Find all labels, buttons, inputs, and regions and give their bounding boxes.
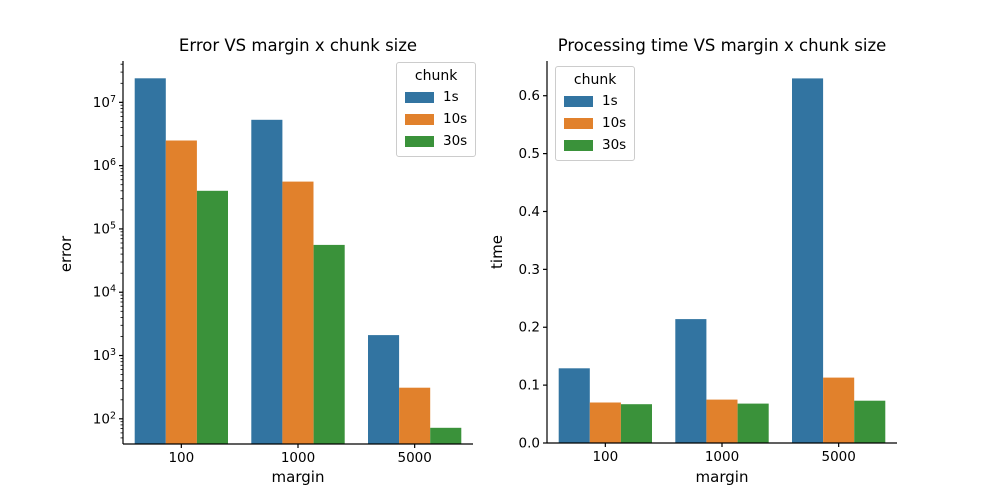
chart-title-time: Processing time VS margin x chunk size xyxy=(557,36,887,55)
bar-30s-margin-5000 xyxy=(854,400,886,443)
bar-10s-margin-5000 xyxy=(823,377,855,443)
legend-swatch-1s xyxy=(405,91,434,103)
legend-swatch-10s xyxy=(564,117,593,129)
legend-title: chunk xyxy=(573,72,617,88)
y-tick-label: 103 xyxy=(93,347,116,364)
bar-1s-margin-1000 xyxy=(675,319,707,443)
legend-item-30s: 30s xyxy=(564,134,626,156)
legend-label-30s: 30s xyxy=(443,133,468,149)
legend-item-10s: 10s xyxy=(564,112,626,134)
y-tick-label: 105 xyxy=(93,220,116,237)
x-tick-label: 1000 xyxy=(281,450,315,466)
x-axis-label-margin-left: margin xyxy=(271,468,325,486)
bar-10s-margin-100 xyxy=(589,402,621,443)
x-tick-label: 100 xyxy=(592,449,618,465)
legend-time-chart: chunk 1s 10s 30s xyxy=(555,66,636,161)
legend-label-1s: 1s xyxy=(602,93,618,109)
x-tick-label: 5000 xyxy=(397,450,431,466)
bar-1s-margin-100 xyxy=(134,78,166,445)
y-tick-label: 0.1 xyxy=(519,378,540,394)
y-axis-label-error: error xyxy=(57,235,75,273)
bar-10s-margin-100 xyxy=(165,140,197,444)
y-tick-label: 0.0 xyxy=(519,436,540,452)
legend-swatch-10s xyxy=(405,113,434,125)
legend-label-10s: 10s xyxy=(443,111,468,127)
bar-30s-margin-1000 xyxy=(737,403,769,443)
bar-10s-margin-1000 xyxy=(282,181,314,444)
y-tick-label: 0.4 xyxy=(519,204,540,220)
y-tick-label: 102 xyxy=(93,410,116,427)
legend-title: chunk xyxy=(414,68,458,84)
legend-error-chart: chunk 1s 10s 30s xyxy=(396,62,477,157)
legend-label-10s: 10s xyxy=(602,115,627,131)
legend-item-1s: 1s xyxy=(564,90,626,112)
legend-swatch-30s xyxy=(564,139,593,151)
legend-swatch-1s xyxy=(564,95,593,107)
bar-1s-margin-5000 xyxy=(368,335,400,444)
legend-item-30s: 30s xyxy=(405,130,467,152)
legend-swatch-30s xyxy=(405,135,434,147)
bar-30s-margin-100 xyxy=(620,404,652,443)
y-tick-label: 0.3 xyxy=(519,262,540,278)
bar-30s-margin-100 xyxy=(196,190,228,444)
y-tick-label: 107 xyxy=(93,94,116,111)
y-tick-label: 0.6 xyxy=(519,88,540,104)
y-tick-label: 104 xyxy=(93,284,116,301)
bar-1s-margin-100 xyxy=(558,368,590,443)
bar-30s-margin-5000 xyxy=(430,427,462,444)
x-tick-label: 100 xyxy=(168,450,194,466)
chart-title-error: Error VS margin x chunk size xyxy=(178,36,418,55)
y-tick-label: 0.2 xyxy=(519,320,540,336)
bar-10s-margin-5000 xyxy=(399,387,431,444)
bar-1s-margin-1000 xyxy=(251,119,283,445)
legend-label-1s: 1s xyxy=(443,89,459,105)
y-tick-label: 106 xyxy=(93,157,116,174)
y-axis-label-time: time xyxy=(488,235,506,269)
legend-item-1s: 1s xyxy=(405,86,467,108)
x-axis-label-margin-right: margin xyxy=(695,468,749,486)
bar-30s-margin-1000 xyxy=(313,244,345,444)
bar-1s-margin-5000 xyxy=(792,78,824,444)
y-tick-label: 0.5 xyxy=(519,146,540,162)
legend-label-30s: 30s xyxy=(602,137,627,153)
legend-item-10s: 10s xyxy=(405,108,467,130)
bar-10s-margin-1000 xyxy=(706,399,738,443)
x-tick-label: 1000 xyxy=(705,449,739,465)
x-tick-label: 5000 xyxy=(821,449,855,465)
